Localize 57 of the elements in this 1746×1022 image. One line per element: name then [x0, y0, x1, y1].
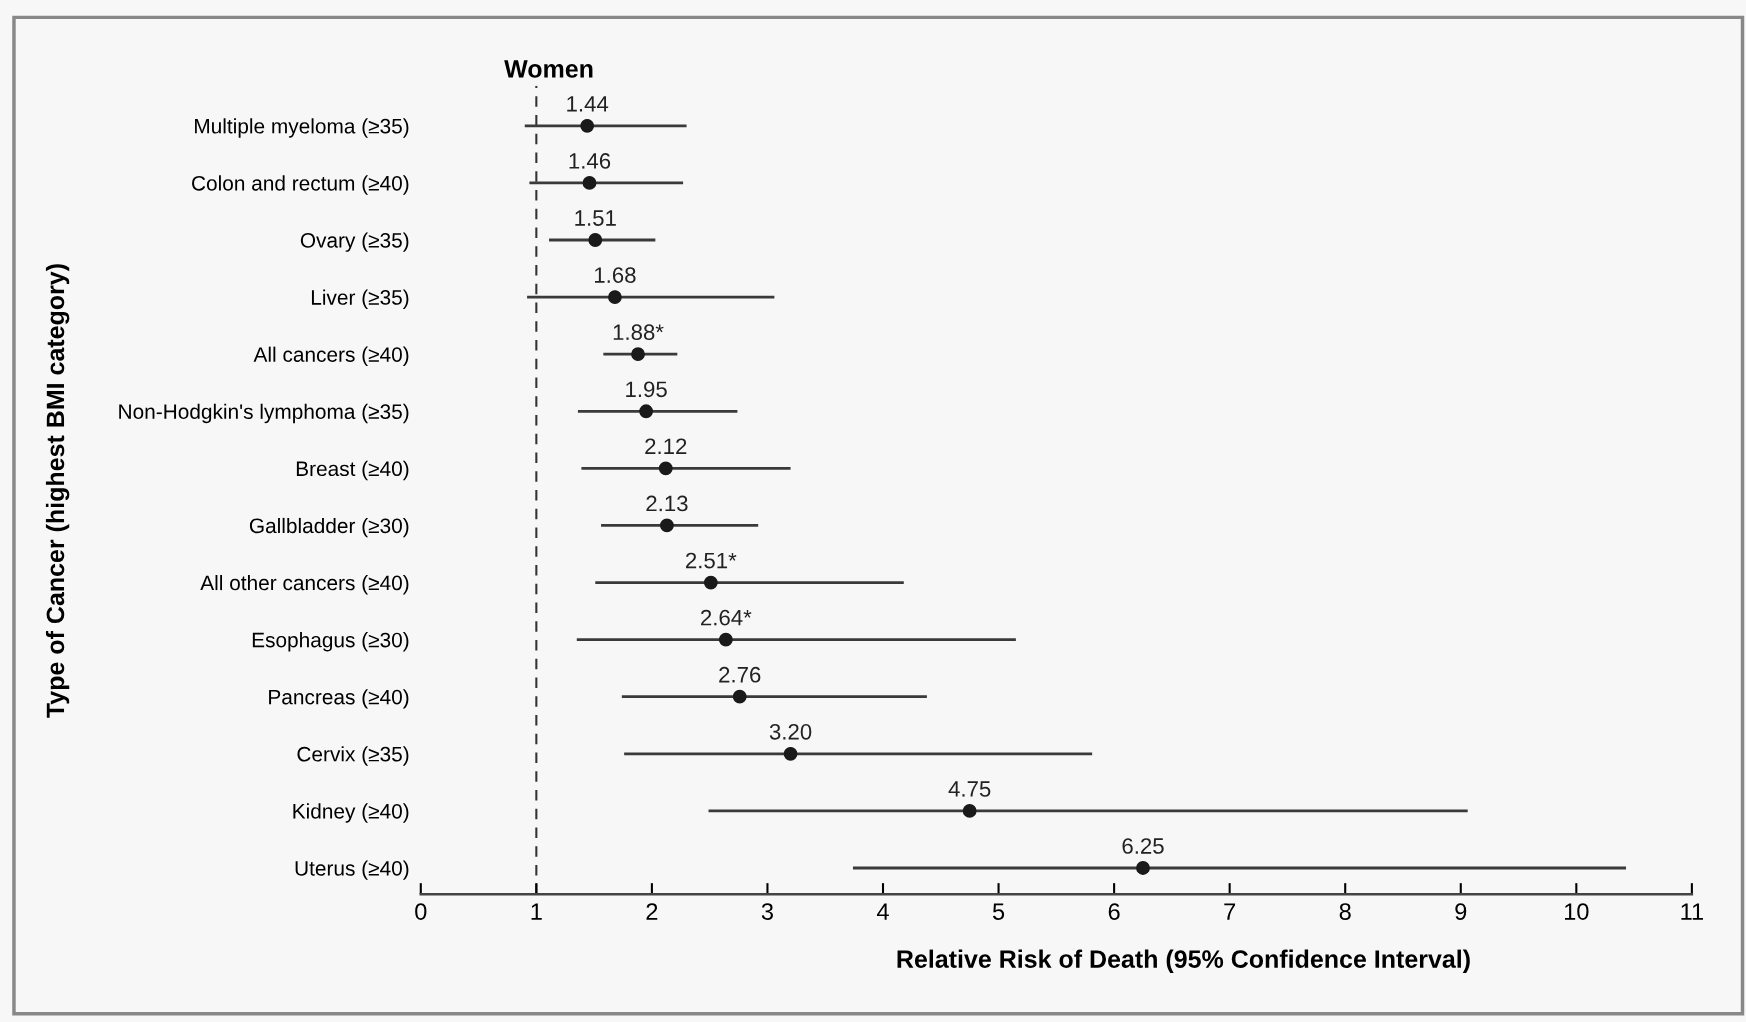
x-tick-label: 11 — [1681, 903, 1703, 920]
x-tick-label: 7 — [1224, 903, 1236, 920]
data-label: 1.95 — [626, 381, 667, 398]
data-label: 3.20 — [769, 723, 812, 740]
y-tick-label: Ovary (≥35) — [300, 232, 409, 252]
y-tick-label: All other cancers (≥40) — [200, 574, 409, 595]
point — [703, 575, 718, 590]
point — [718, 632, 733, 647]
point — [608, 290, 622, 304]
x-tick-label: 0 — [415, 903, 427, 920]
point — [582, 175, 597, 190]
data-label: 1.46 — [569, 153, 611, 169]
y-tick-label: Cervix (≥35) — [297, 746, 409, 766]
data-label: 2.13 — [646, 495, 688, 512]
point — [732, 689, 747, 704]
x-tick-label: 4 — [876, 903, 889, 920]
data-label: 1.68 — [594, 267, 636, 283]
y-tick-label: Esophagus (≥30) — [252, 632, 409, 652]
data-label: 2.64* — [701, 609, 752, 626]
x-tick-label: 6 — [1108, 903, 1120, 920]
y-tick-label: Uterus (≥40) — [295, 860, 409, 880]
data-label: 1.88* — [613, 324, 664, 341]
x-axis-title: Relative Risk of Death (95% Confidence Interval) — [897, 949, 1470, 973]
y-tick-label: All cancers (≥40) — [253, 346, 409, 367]
x-tick-label: 5 — [992, 903, 1005, 920]
y-tick-label: Multiple myeloma (≥35) — [195, 118, 409, 138]
point — [580, 118, 595, 133]
x-tick-label: 10 — [1564, 903, 1589, 920]
y-tick-label: Breast (≥40) — [296, 460, 409, 481]
data-label: 1.51 — [575, 210, 616, 226]
x-tick-label: 1 — [531, 903, 542, 920]
chart-title: Women — [504, 60, 593, 78]
x-tick-label: 9 — [1455, 903, 1467, 920]
data-label: 4.75 — [948, 781, 991, 797]
point — [962, 803, 977, 818]
x-tick-label: 3 — [761, 903, 773, 920]
point — [588, 233, 603, 247]
point — [658, 461, 673, 476]
data-label: 2.76 — [719, 666, 761, 683]
point — [639, 404, 654, 419]
data-label: 2.12 — [645, 438, 687, 455]
y-tick-label: Kidney (≥40) — [293, 803, 409, 823]
y-axis-title: Type of Cancer (highest BMI category) — [45, 264, 70, 718]
y-tick-label: Pancreas (≥40) — [269, 689, 409, 709]
point — [631, 347, 645, 362]
data-label: 2.51* — [686, 552, 737, 569]
y-tick-label: Non-Hodgkin's lymphoma (≥35) — [119, 403, 409, 424]
point — [1136, 861, 1150, 875]
data-label: 1.44 — [567, 96, 609, 112]
data-label: 6.25 — [1122, 838, 1164, 854]
x-tick-label: 2 — [646, 903, 658, 920]
y-tick-label: Liver (≥35) — [311, 289, 409, 309]
point — [783, 746, 798, 761]
point — [660, 518, 674, 533]
y-tick-label: Gallbladder (≥30) — [249, 517, 409, 538]
x-tick-label: 8 — [1339, 903, 1351, 920]
y-tick-label: Colon and rectum (≥40) — [192, 175, 409, 195]
